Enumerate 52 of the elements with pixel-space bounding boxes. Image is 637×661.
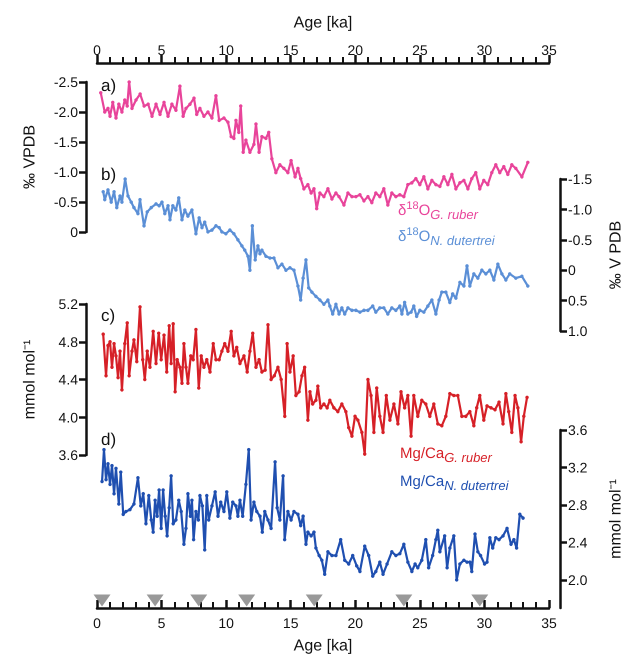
y-tick-label: 2.0 — [568, 572, 588, 588]
x-tick-label: 15 — [282, 615, 299, 631]
y-tick-label: 0 — [70, 224, 78, 240]
y-tick-label: 4.8 — [58, 334, 78, 350]
x-tick-label: 10 — [218, 42, 234, 58]
y-tick-label: 3.6 — [58, 447, 78, 463]
x-tick-label: 20 — [347, 615, 364, 631]
y-axis-title: mmol mol⁻¹ — [608, 479, 624, 559]
y-tick-label: -1.5 — [568, 171, 592, 187]
series-label: δ$^{18}$O$_{N. dutertrei}$ — [398, 226, 495, 248]
x-tick-label: 0 — [93, 42, 102, 58]
y-tick-label: 1.0 — [568, 323, 588, 339]
x-tick-label: 25 — [412, 42, 428, 58]
annotation: a) — [101, 76, 116, 96]
x-tick-label: 25 — [412, 615, 428, 631]
annotation: b) — [101, 165, 116, 185]
y-tick-label: 0 — [568, 262, 576, 278]
y-tick-label: 4.0 — [58, 409, 78, 426]
series-label: Mg/Ca$_{N. dutertrei}$ — [400, 473, 508, 493]
x-tick-label: 5 — [158, 615, 166, 631]
x-tick-label: 5 — [158, 42, 166, 58]
x-tick-label: 30 — [476, 615, 492, 631]
y-axis-title: ‰ V PDB — [608, 220, 624, 290]
y-tick-label: -1.0 — [54, 164, 78, 180]
y-tick-label: -2.5 — [54, 74, 78, 90]
y-axis-title: ‰ VPDB — [22, 124, 38, 190]
y-tick-label: -0.5 — [54, 194, 78, 210]
y-axis-title: mmol mol⁻¹ — [22, 340, 38, 420]
y-tick-label: 3.6 — [568, 422, 588, 438]
y-tick-label: 2.4 — [568, 534, 588, 550]
x-axis-title: Age [ka] — [294, 14, 352, 32]
y-tick-label: 0.5 — [568, 292, 588, 309]
y-tick-label: 3.2 — [568, 459, 588, 476]
x-tick-label: 20 — [347, 42, 364, 58]
x-tick-label: 15 — [282, 42, 299, 58]
x-tick-label: 35 — [541, 615, 557, 631]
annotation: d) — [101, 430, 116, 450]
y-tick-label: -0.5 — [568, 232, 592, 248]
series-label: δ$^{18}$O$_{G. ruber}$ — [398, 200, 478, 222]
x-axis-title: Age [ka] — [294, 638, 352, 654]
x-tick-label: 0 — [93, 615, 102, 631]
y-tick-label: -1.0 — [568, 201, 592, 218]
x-tick-label: 10 — [218, 615, 234, 631]
y-tick-label: -1.5 — [54, 134, 78, 150]
x-tick-label: 35 — [541, 42, 557, 58]
y-tick-label: -2.0 — [54, 104, 78, 120]
y-tick-label: 5.2 — [58, 296, 78, 312]
y-tick-label: 2.8 — [568, 496, 588, 513]
x-tick-label: 30 — [476, 42, 492, 58]
series-label: Mg/Ca$_{G. ruber}$ — [400, 445, 492, 465]
y-tick-label: 4.4 — [58, 372, 78, 388]
annotation: c) — [101, 306, 116, 326]
